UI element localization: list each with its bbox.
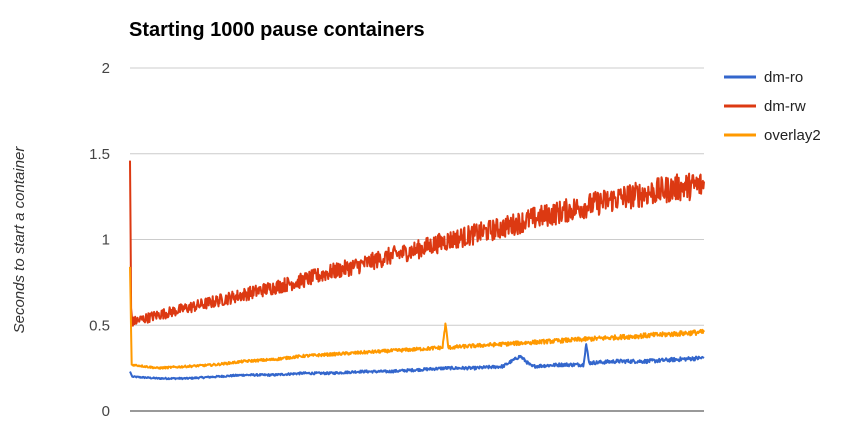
legend: dm-ro dm-rw overlay2 bbox=[724, 69, 821, 144]
gridlines bbox=[130, 67, 704, 412]
y-tick-label: 0 bbox=[102, 403, 110, 420]
series-line-dm-ro bbox=[129, 343, 705, 381]
legend-label-overlay2: overlay2 bbox=[764, 127, 821, 144]
chart-title: Starting 1000 pause containers bbox=[129, 19, 425, 41]
series-line-overlay2 bbox=[129, 266, 705, 370]
y-tick-label: 0.5 bbox=[89, 317, 110, 334]
y-tick-labels: 0 0.5 1 1.5 2 bbox=[89, 60, 110, 420]
legend-label-dm-ro: dm-ro bbox=[764, 69, 803, 86]
y-axis-label: Seconds to start a container bbox=[11, 146, 28, 334]
y-tick-label: 1.5 bbox=[89, 146, 110, 163]
legend-label-dm-rw: dm-rw bbox=[764, 98, 806, 115]
y-tick-label: 2 bbox=[102, 60, 110, 77]
y-tick-label: 1 bbox=[102, 232, 110, 249]
series-line-dm-rw bbox=[129, 160, 705, 327]
series-lines bbox=[129, 160, 705, 381]
